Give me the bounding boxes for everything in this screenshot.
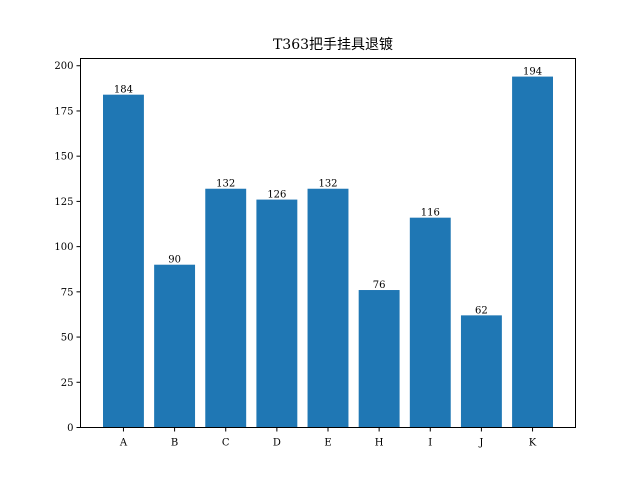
bar-value-label-I: 116 — [421, 208, 440, 219]
bar-J — [460, 315, 502, 428]
y-axis: 0 25 50 75 100 125 150 175 200 — [54, 61, 81, 434]
x-tick-label-J: J — [478, 438, 483, 449]
bar-C — [205, 188, 247, 428]
x-tick-label-E: E — [324, 438, 331, 449]
y-tick-label-150: 150 — [54, 152, 73, 163]
y-tick-label-200: 200 — [54, 61, 73, 72]
x-tick-label-I: I — [428, 438, 432, 449]
bar-D — [256, 199, 298, 428]
chart-title: T363把手挂具退镀 — [273, 36, 393, 53]
x-tick-label-B: B — [171, 438, 178, 449]
y-tick-label-50: 50 — [61, 333, 74, 344]
bar-value-label-B: 90 — [168, 255, 181, 266]
y-tick-label-0: 0 — [67, 423, 73, 434]
bar-value-label-J: 62 — [475, 305, 488, 316]
bar-labels-group: 184 90 132 126 132 76 116 62 194 — [114, 67, 542, 317]
y-tick-label-175: 175 — [54, 106, 73, 117]
bar-A — [103, 94, 144, 428]
x-tick-label-C: C — [222, 438, 230, 449]
y-tick-label-125: 125 — [54, 197, 73, 208]
bar-value-label-K: 194 — [523, 67, 542, 78]
bar-H — [358, 290, 400, 428]
bars-group — [103, 76, 553, 428]
x-tick-label-H: H — [375, 438, 384, 449]
bar-K — [512, 76, 553, 428]
bar-value-label-C: 132 — [216, 179, 235, 190]
bar-B — [154, 264, 196, 428]
bar-E — [307, 188, 349, 428]
x-tick-label-A: A — [119, 438, 128, 449]
bar-value-label-E: 132 — [318, 179, 337, 190]
bar-value-label-A: 184 — [114, 85, 133, 96]
x-tick-label-K: K — [529, 438, 537, 449]
bar-value-label-D: 126 — [267, 190, 286, 201]
x-tick-label-D: D — [273, 438, 281, 449]
y-tick-label-100: 100 — [54, 242, 73, 253]
bar-I — [409, 217, 451, 428]
bar-value-label-H: 76 — [373, 280, 386, 291]
y-tick-label-75: 75 — [61, 287, 74, 298]
y-tick-label-25: 25 — [61, 378, 74, 389]
plot-frame — [80, 58, 576, 428]
